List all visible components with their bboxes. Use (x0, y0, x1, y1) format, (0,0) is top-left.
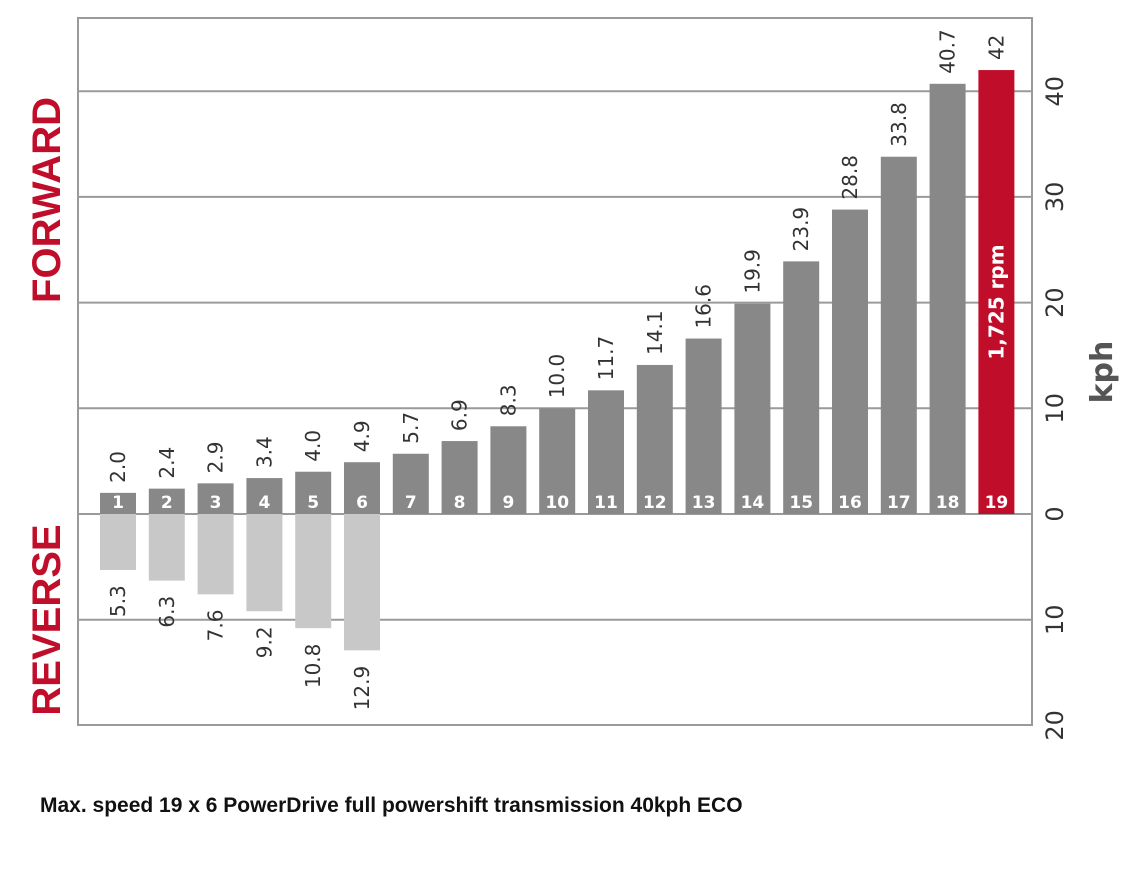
gear-number-label: 6 (356, 493, 368, 513)
forward-value-label: 42 (984, 35, 1008, 60)
forward-bar (344, 462, 380, 514)
gear-number-label: 17 (887, 493, 911, 513)
rpm-annotation: 1,725 rpm (984, 244, 1008, 359)
forward-bar (441, 441, 478, 514)
forward-value-label: 8.3 (496, 384, 520, 416)
forward-value-label: 6.9 (448, 399, 472, 431)
y-tick-label: 10 (1041, 393, 1069, 424)
y-tick-label: 20 (1041, 287, 1069, 318)
gear-number-label: 1 (112, 493, 124, 513)
forward-value-label: 5.7 (399, 412, 423, 444)
forward-bar (197, 483, 234, 514)
gear-number-label: 13 (692, 493, 716, 513)
forward-bar (929, 83, 966, 515)
forward-value-label: 2.4 (155, 447, 179, 479)
reverse-section-label: REVERSE (25, 524, 69, 715)
forward-bar (100, 492, 136, 514)
gridlines (77, 17, 1033, 726)
forward-bar (685, 338, 722, 514)
gear-number-label: 2 (161, 493, 173, 513)
forward-bar (783, 261, 820, 514)
reverse-bar (100, 514, 136, 571)
gear-number-label: 14 (741, 493, 765, 513)
reverse-value-label: 6.3 (155, 596, 179, 628)
gear-number-label: 8 (454, 493, 466, 513)
forward-value-label: 28.8 (838, 155, 862, 200)
forward-bar (490, 426, 527, 514)
forward-bar (880, 156, 917, 514)
reverse-bar (295, 514, 332, 629)
forward-bar (539, 408, 576, 514)
chart-title: Max. speed 19 x 6 PowerDrive full powers… (40, 794, 743, 817)
gear-number-label: 11 (594, 493, 618, 513)
forward-value-label: 19.9 (740, 249, 764, 294)
forward-bar (832, 209, 868, 515)
reverse-value-label: 12.9 (350, 666, 374, 711)
gear-number-label: 4 (258, 493, 270, 513)
forward-value-label: 14.1 (643, 310, 667, 355)
forward-value-label: 33.8 (887, 102, 911, 147)
y-axis-ticks: 40 30 20 10 0 10 20 (1041, 76, 1069, 741)
forward-value-label: 16.6 (692, 284, 716, 329)
plot-frame (77, 17, 1033, 726)
forward-bar (636, 364, 673, 514)
forward-value-label: 2.0 (106, 451, 130, 483)
value-labels: 2.0 5.3 2.4 6.3 2.9 7.6 3.4 9.2 4.0 10.8 4.9 12.9 5.… (106, 29, 1008, 710)
forward-value-label: 40.7 (936, 29, 960, 74)
forward-value-label: 4.0 (301, 430, 325, 462)
y-tick-label: 40 (1041, 76, 1069, 107)
gear-number-label: 7 (405, 493, 417, 513)
y-tick-label: 0 (1041, 506, 1069, 521)
y-tick-label: 20 (1041, 710, 1069, 741)
gear-number-label: 15 (789, 493, 813, 513)
reverse-bar (344, 514, 380, 651)
forward-value-label: 4.9 (350, 420, 374, 452)
forward-bar (148, 488, 185, 514)
forward-value-label: 11.7 (594, 336, 618, 381)
y-axis-label: kph (1085, 341, 1120, 404)
bars: 1 2 3 4 5 6 7 8 9 10 11 12 13 14 15 16 17 18 19 (100, 70, 1015, 651)
gear-number-label: 9 (502, 493, 514, 513)
forward-value-label: 10.0 (545, 354, 569, 399)
gear-number-label: 5 (307, 493, 319, 513)
gear-number-label: 18 (936, 493, 960, 513)
y-tick-label: 30 (1041, 182, 1069, 213)
forward-bar (246, 478, 283, 514)
forward-value-label: 2.9 (204, 442, 228, 474)
forward-value-label: 3.4 (252, 436, 276, 468)
gear-number-label: 12 (643, 493, 667, 513)
gear-number-label: 10 (545, 493, 569, 513)
gear-number-label: 19 (985, 493, 1009, 513)
reverse-bar (148, 514, 185, 581)
forward-bar (295, 471, 332, 514)
forward-section-label: FORWARD (25, 97, 69, 303)
forward-bar (734, 303, 771, 514)
forward-bar (978, 70, 1015, 514)
forward-value-label: 23.9 (789, 207, 813, 252)
reverse-value-label: 7.6 (204, 610, 228, 642)
gear-number-label: 3 (210, 493, 222, 513)
reverse-value-label: 10.8 (301, 644, 325, 689)
reverse-bar (197, 514, 234, 595)
forward-bar (392, 453, 429, 514)
reverse-bar (246, 514, 283, 612)
reverse-value-label: 5.3 (106, 585, 130, 617)
reverse-value-label: 9.2 (252, 626, 276, 658)
forward-bar (588, 390, 624, 514)
y-tick-label: 10 (1041, 604, 1069, 635)
gear-number-label: 16 (838, 493, 862, 513)
